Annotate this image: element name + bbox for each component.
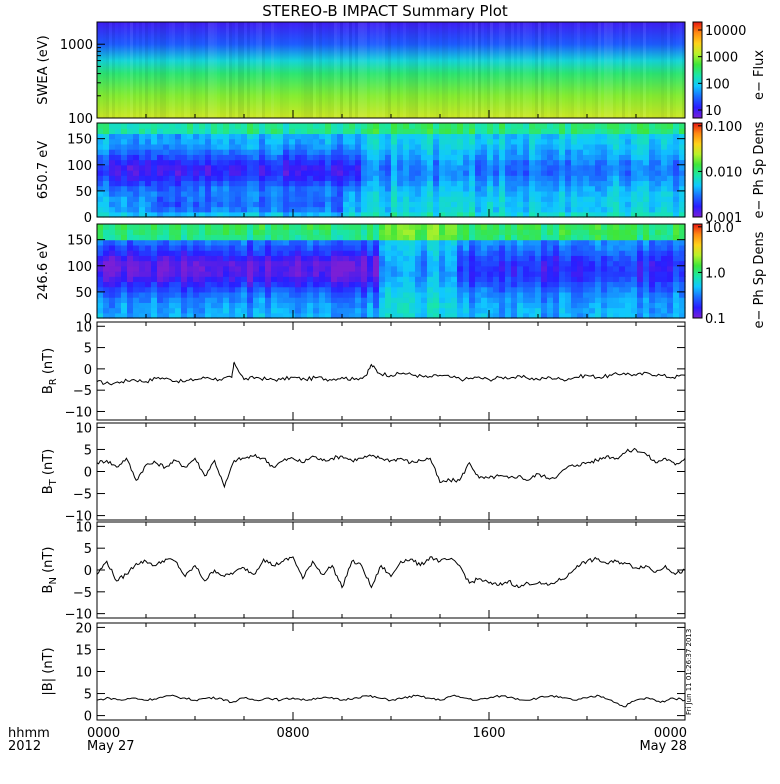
generation-timestamp: Fri Jun 11 01:26:37 2013 [685,629,693,715]
swea-colorbar [692,21,703,119]
swea-spectrogram-image [97,22,685,118]
pad650-colorbar-tick: 0.001 [705,211,742,226]
pad246-colorbar [692,223,703,319]
time-axis-corner-top: hhmm [8,726,50,741]
field-ylabel: BT (nT) [41,449,59,495]
field-ytick-label: 15 [75,643,92,658]
pad246-colorbar-tick: 10.0 [705,221,734,236]
field-series-line [96,361,686,386]
field-ytick-label: 0 [84,363,92,378]
field-ytick-label: −5 [73,384,92,399]
pad650-colorbar [692,122,703,218]
field-ytick-label: −10 [65,608,92,623]
pad650-colorbar-tick: 0.010 [705,165,742,180]
field-ylabel: BN (nT) [41,547,59,594]
pad650-colorbar-tick: 0.100 [705,120,742,135]
time-tick-date: May 28 [639,739,687,754]
time-tick-label: 0800 [276,726,309,741]
field-ytick-label: 0 [84,564,92,579]
pitch-angle-650-panel: 0 50 100 150 0.001 0.010 0.100 [67,120,742,226]
time-tick-label: 1600 [472,726,505,741]
field-ytick-label: −5 [73,586,92,601]
panel-frame [96,422,686,521]
time-tick-date: May 27 [87,739,135,754]
field-ylabel: BR (nT) [41,348,59,394]
field-ytick-label: 10 [75,666,92,681]
swea-colorbar-tick: 1000 [705,51,738,66]
field-ytick-label: 10 [75,320,92,335]
pad650-ytick-label: 50 [75,185,92,200]
pad650-colorbar-label: e− Ph Sp Dens [752,121,767,218]
field-ytick-label: 0 [84,466,92,481]
field-ytick-label: 5 [84,342,92,357]
swea-ylabel: SWEA (eV) [36,35,51,104]
panel-frame [96,521,686,619]
swea-colorbar-label: e− Flux [752,50,767,100]
pad246-ytick-label: 50 [75,286,92,301]
plot-title: STEREO-B IMPACT Summary Plot [262,2,508,20]
pitch-angle-246-panel: 0 50 100 150 0.1 1.0 10.0 [67,221,734,327]
swea-colorbar-tick: 100 [705,77,730,92]
pad246-ytick-label: 100 [67,260,92,275]
field-ylabel: |B| (nT) [41,647,56,695]
pad246-colorbar-tick: 0.1 [705,312,726,327]
pad650-ytick-label: 0 [84,211,92,226]
field-panel-n: 10 5 0 −5 −10 BN (nT) [41,520,686,623]
swea-spectrogram-panel: 100 1000 10 100 1000 10000 [60,21,746,127]
swea-colorbar-tick: 10000 [705,24,746,39]
field-ytick-label: 0 [84,710,92,725]
pad246-colorbar-tick: 1.0 [705,266,726,281]
field-series-line [96,694,686,708]
time-axis-corner-bottom: 2012 [8,739,41,754]
field-ytick-label: 5 [84,688,92,703]
swea-ytick-label: 1000 [60,38,93,53]
pad246-ylabel: 246.6 eV [36,242,51,300]
pad650-ytick-label: 100 [67,159,92,174]
field-ytick-label: 5 [84,443,92,458]
pad650-ytick-label: 150 [67,133,92,148]
pad650-ylabel: 650.7 eV [36,141,51,199]
pad246-colorbar-label: e− Ph Sp Dens [752,231,767,328]
field-series-line [96,447,686,489]
field-ytick-label: −10 [65,405,92,420]
field-ytick-label: −10 [65,510,92,525]
field-ytick-label: −5 [73,488,92,503]
swea-ytick-label: 100 [68,112,93,127]
field-ytick-label: 10 [75,421,92,436]
field-panel-t: 10 5 0 −5 −10 BT (nT) [41,421,686,525]
time-tick-label: 0000 [654,726,687,741]
field-ytick-label: 10 [75,520,92,535]
pad246-ytick-label: 150 [67,234,92,249]
time-tick-label: 0000 [87,726,120,741]
swea-colorbar-tick: 10 [705,104,722,119]
field-panel-magnitude: 20 15 10 5 0 |B| (nT) [41,621,686,725]
panel-frame [96,622,686,721]
field-series-line [96,556,686,589]
field-ytick-label: 5 [84,542,92,557]
field-ytick-label: 20 [75,621,92,636]
pad246-ytick-label: 0 [84,312,92,327]
panel-frame [96,321,686,421]
field-panel-r: 10 5 0 −5 −10 BR (nT) [41,320,686,421]
magnetic-field-panels: 10 5 0 −5 −10 BR (nT) 10 5 0 −5 −10 BT (nT) 10 5 0 −5 −1… [41,320,686,725]
